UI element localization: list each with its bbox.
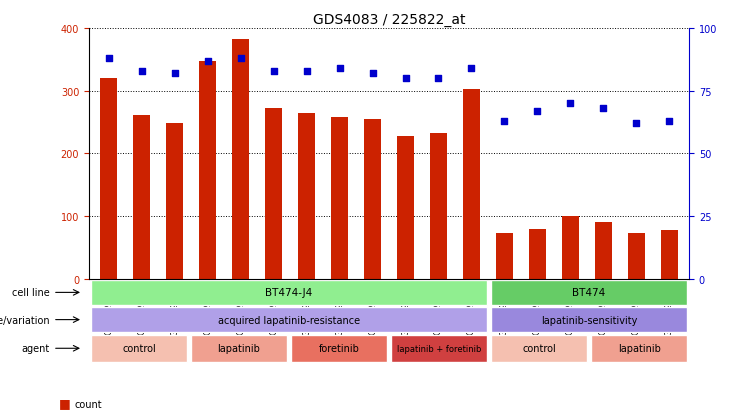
FancyBboxPatch shape — [90, 335, 187, 362]
Bar — [365, 120, 381, 279]
Point — [663, 118, 675, 125]
Text: foretinib: foretinib — [319, 344, 359, 354]
Point — [631, 121, 642, 127]
Text: lapatinib + foretinib: lapatinib + foretinib — [397, 344, 481, 353]
Text: control: control — [522, 344, 556, 354]
FancyBboxPatch shape — [591, 335, 688, 362]
FancyBboxPatch shape — [491, 335, 588, 362]
FancyBboxPatch shape — [90, 308, 488, 332]
Bar — [101, 79, 117, 279]
Point — [202, 58, 213, 65]
FancyBboxPatch shape — [90, 280, 488, 305]
Text: count: count — [74, 399, 102, 409]
FancyBboxPatch shape — [391, 335, 488, 362]
Text: agent: agent — [21, 344, 50, 354]
Point — [333, 66, 345, 72]
Point — [169, 71, 181, 77]
Point — [367, 71, 379, 77]
Point — [399, 76, 411, 82]
Bar — [133, 115, 150, 279]
Bar — [331, 118, 348, 279]
Bar — [595, 223, 611, 279]
Bar — [661, 230, 677, 279]
Text: lapatinib: lapatinib — [618, 344, 660, 354]
Text: ■: ■ — [59, 411, 71, 413]
Text: cell line: cell line — [12, 288, 50, 298]
Point — [301, 68, 313, 75]
Bar — [265, 108, 282, 279]
Point — [531, 108, 543, 115]
Text: BT474: BT474 — [573, 288, 605, 298]
FancyBboxPatch shape — [491, 308, 688, 332]
Point — [597, 106, 609, 112]
Point — [433, 76, 445, 82]
Point — [499, 118, 511, 125]
Point — [235, 56, 247, 62]
Point — [103, 56, 115, 62]
FancyBboxPatch shape — [290, 335, 388, 362]
Point — [268, 68, 279, 75]
Text: ■: ■ — [59, 396, 71, 409]
Bar — [463, 90, 479, 279]
Text: BT474-J4: BT474-J4 — [265, 288, 313, 298]
Bar — [167, 124, 183, 279]
Bar — [431, 134, 447, 279]
Text: control: control — [122, 344, 156, 354]
Bar — [397, 137, 413, 279]
Bar — [299, 113, 315, 279]
Bar — [529, 229, 545, 279]
Bar — [233, 40, 249, 279]
Bar — [562, 216, 579, 279]
Title: GDS4083 / 225822_at: GDS4083 / 225822_at — [313, 12, 465, 26]
Point — [465, 66, 477, 72]
Point — [136, 68, 147, 75]
Text: lapatinib-sensitivity: lapatinib-sensitivity — [541, 315, 637, 325]
FancyBboxPatch shape — [190, 335, 288, 362]
FancyBboxPatch shape — [491, 280, 688, 305]
Bar — [199, 62, 216, 279]
Point — [565, 101, 576, 107]
Text: acquired lapatinib-resistance: acquired lapatinib-resistance — [218, 315, 360, 325]
Text: genotype/variation: genotype/variation — [0, 315, 50, 325]
Bar — [496, 233, 513, 279]
Text: lapatinib: lapatinib — [218, 344, 260, 354]
Bar — [628, 233, 645, 279]
